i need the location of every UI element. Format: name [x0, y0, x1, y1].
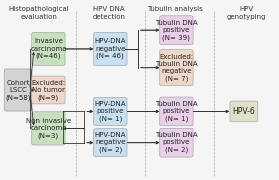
FancyBboxPatch shape: [160, 50, 193, 86]
FancyBboxPatch shape: [230, 101, 258, 122]
Text: HPV
genotyping: HPV genotyping: [227, 6, 266, 20]
Text: HPV-DNA
positive
(N= 1): HPV-DNA positive (N= 1): [95, 101, 126, 122]
Text: HPV-6: HPV-6: [232, 107, 255, 116]
Text: Excluded:
No tumor
(N=9): Excluded: No tumor (N=9): [31, 80, 66, 100]
Text: Tubulin DNA
positive
(N= 39): Tubulin DNA positive (N= 39): [155, 20, 198, 41]
Text: Non invasive
carcinoma
(N=3): Non invasive carcinoma (N=3): [26, 118, 71, 139]
FancyBboxPatch shape: [4, 69, 32, 111]
Text: HPV DNA
detection: HPV DNA detection: [92, 6, 126, 20]
FancyBboxPatch shape: [94, 98, 127, 125]
Text: Histopathological
evaluation: Histopathological evaluation: [8, 6, 69, 20]
Text: HPV-DNA
negative
(N= 2): HPV-DNA negative (N= 2): [95, 132, 126, 153]
Text: HPV-DNA
negative
(N= 46): HPV-DNA negative (N= 46): [95, 38, 126, 59]
FancyBboxPatch shape: [160, 128, 193, 157]
FancyBboxPatch shape: [94, 129, 127, 157]
FancyBboxPatch shape: [94, 32, 127, 66]
Text: Tubulin analysis: Tubulin analysis: [147, 6, 203, 12]
Text: Invasive
carcinoma
(N=46): Invasive carcinoma (N=46): [30, 38, 67, 59]
FancyBboxPatch shape: [160, 97, 193, 126]
FancyBboxPatch shape: [32, 76, 65, 104]
FancyBboxPatch shape: [32, 32, 65, 66]
FancyBboxPatch shape: [32, 112, 65, 145]
Text: Tubulin DNA
positive
(N= 1): Tubulin DNA positive (N= 1): [155, 101, 198, 122]
Text: Tubulin DNA
positive
(N= 2): Tubulin DNA positive (N= 2): [155, 132, 198, 153]
Text: Cohort
LSCC
(N=58): Cohort LSCC (N=58): [5, 80, 31, 100]
Text: Excluded:
Tubulin DNA
negative
(N= 7): Excluded: Tubulin DNA negative (N= 7): [155, 53, 198, 82]
FancyBboxPatch shape: [160, 16, 193, 44]
